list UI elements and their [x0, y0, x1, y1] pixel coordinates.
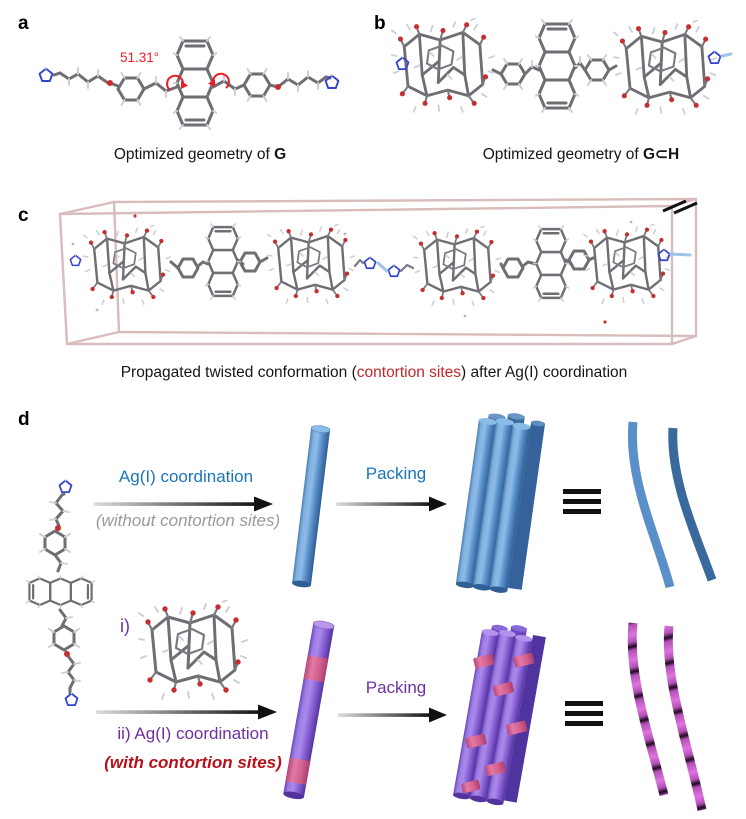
equivalence-bar: [563, 489, 601, 494]
panel-c-label: c: [18, 205, 29, 226]
unit-cell-box: [58, 197, 698, 346]
condition-label-bottom: (with contortion sites): [104, 753, 282, 772]
solvent-dots: [71, 220, 647, 318]
unit-cell-structure: [58, 197, 698, 346]
step-ii-label: ii) Ag(I) coordination: [117, 724, 269, 743]
panel-c-caption-before: Propagated twisted conformation (: [120, 364, 357, 381]
purple-cylinder-bundle: [452, 624, 546, 806]
packing-label-bottom: Packing: [365, 678, 427, 697]
panel-c-caption-contortion: contortion sites: [356, 364, 462, 381]
axis-corner-marks: [662, 199, 698, 215]
equivalence-bar: [565, 721, 603, 726]
panel-b-label: b: [374, 13, 386, 34]
equivalence-icon-bottom: [565, 701, 603, 726]
contortion-patches: [461, 652, 535, 794]
equivalence-bar: [563, 499, 601, 504]
molecule-g-vertical: [25, 479, 96, 707]
host-macrocycle: [138, 600, 248, 700]
equivalence-bar: [565, 711, 603, 716]
coordination-label-top: Ag(I) coordination: [118, 467, 254, 486]
reaction-arrow-coordination-top: [94, 496, 273, 512]
packing-label-top: Packing: [365, 464, 427, 483]
panel-a-caption-text: Optimized geometry of: [113, 146, 275, 163]
torsion-arrow-icons: [166, 72, 230, 91]
blue-rods-loose: [627, 421, 717, 589]
panel-d-label: d: [18, 409, 30, 430]
blue-cylinder-bundle: [455, 413, 546, 593]
twisted-fiber-rods: [627, 622, 707, 811]
reaction-arrow-coordination-bottom: [96, 704, 277, 720]
panel-c-caption: Propagated twisted conformation (contort…: [43, 364, 705, 383]
panel-a-caption: Optimized geometry of G: [50, 146, 350, 165]
equivalence-bar: [563, 509, 601, 514]
torsion-angle-annotation: 51.31°: [120, 50, 160, 65]
reaction-arrow-packing-top: [336, 496, 447, 512]
equivalence-bar: [565, 701, 603, 706]
equivalence-icon-top: [563, 489, 601, 514]
panel-a-label: a: [18, 13, 29, 34]
purple-cylinder-single: [283, 620, 335, 800]
molecule-g-in-host: [391, 18, 733, 115]
condition-label-top: (without contortion sites): [95, 511, 281, 530]
step-i-label: i): [120, 616, 130, 636]
panel-b-caption-text: Optimized geometry of: [482, 146, 643, 163]
panel-a-caption-bold: G: [274, 146, 287, 163]
reaction-arrow-packing-bottom: [338, 707, 447, 723]
molecule-g-horizontal: [38, 35, 340, 131]
panel-b-caption: Optimized geometry of G⊂H: [425, 146, 737, 165]
panel-c-caption-after: ) after Ag(I) coordination: [461, 364, 628, 381]
blue-cylinder-single: [292, 425, 331, 588]
panel-b-caption-bold: G⊂H: [642, 146, 680, 163]
